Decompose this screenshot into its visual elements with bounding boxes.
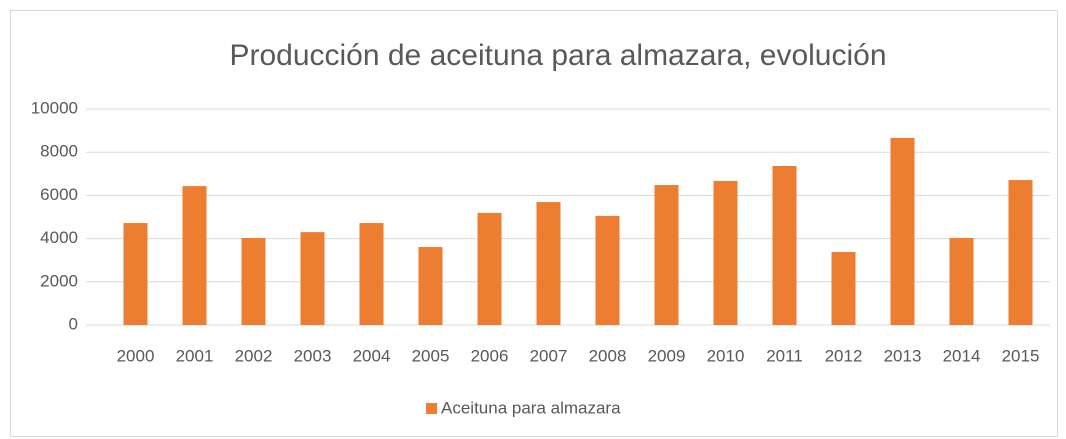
x-tick-label: 2004 xyxy=(353,346,391,365)
x-tick-label: 2002 xyxy=(235,346,273,365)
bar xyxy=(595,215,620,325)
x-tick-label: 2003 xyxy=(294,346,332,365)
x-tick-label: 2012 xyxy=(825,346,863,365)
y-tick-label: 10000 xyxy=(31,98,78,117)
x-tick-label: 2009 xyxy=(648,346,686,365)
x-tick-label: 2001 xyxy=(176,346,214,365)
bar xyxy=(713,180,738,325)
y-tick-label: 6000 xyxy=(40,185,78,204)
bar xyxy=(241,237,266,325)
bar xyxy=(182,186,207,325)
legend-label: Aceituna para almazara xyxy=(441,398,621,417)
x-tick-label: 2005 xyxy=(412,346,450,365)
x-tick-label: 2006 xyxy=(471,346,509,365)
bar xyxy=(890,137,915,325)
bar xyxy=(477,212,502,325)
x-tick-label: 2000 xyxy=(117,346,155,365)
bar xyxy=(300,232,325,325)
chart-title: Producción de aceituna para almazara, ev… xyxy=(229,39,886,72)
x-tick-label: 2013 xyxy=(884,346,922,365)
y-tick-label: 0 xyxy=(69,314,78,333)
bar xyxy=(654,185,679,325)
legend-swatch xyxy=(426,403,437,414)
bar xyxy=(418,247,443,325)
bar xyxy=(949,237,974,325)
bar xyxy=(536,202,561,325)
x-tick-label: 2010 xyxy=(707,346,745,365)
y-tick-label: 4000 xyxy=(40,228,78,247)
bar xyxy=(831,251,856,325)
x-tick-label: 2008 xyxy=(589,346,627,365)
y-tick-label: 8000 xyxy=(40,142,78,161)
x-tick-label: 2014 xyxy=(943,346,981,365)
bar xyxy=(1008,180,1033,325)
bar xyxy=(772,166,797,325)
y-tick-label: 2000 xyxy=(40,271,78,290)
x-tick-label: 2011 xyxy=(766,346,803,365)
bar xyxy=(123,223,148,325)
x-tick-label: 2015 xyxy=(1002,346,1040,365)
bar xyxy=(359,223,384,325)
x-tick-label: 2007 xyxy=(530,346,568,365)
